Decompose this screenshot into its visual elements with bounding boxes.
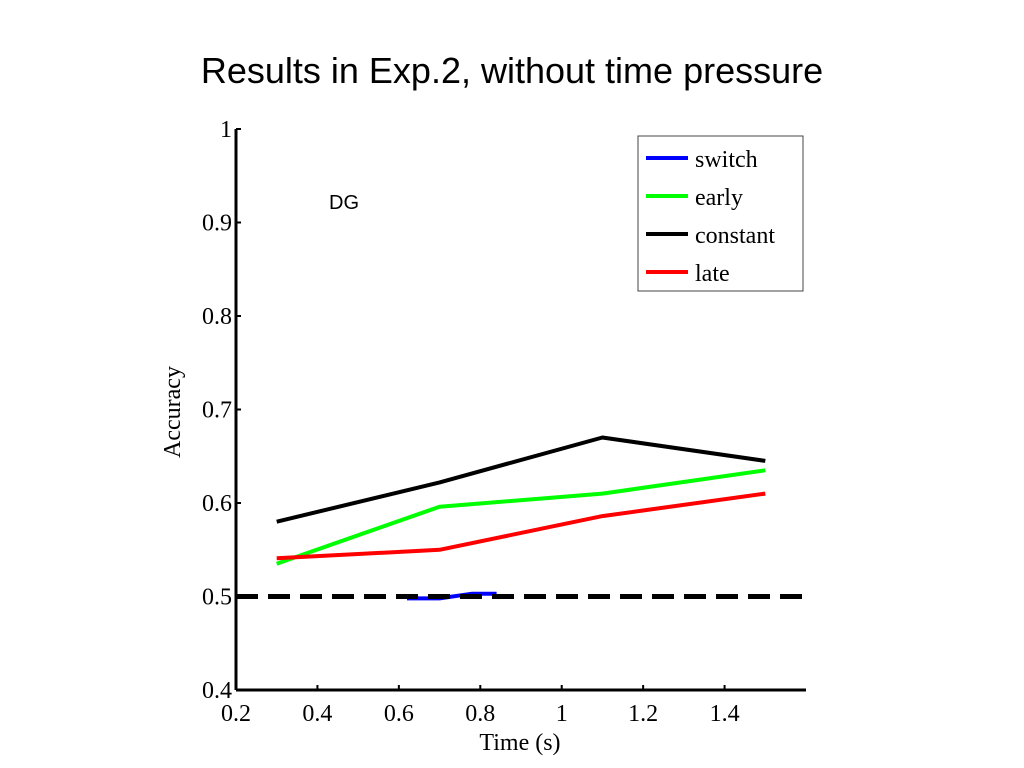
x-tick-label: 0.2 <box>221 701 251 727</box>
x-tick-label: 0.4 <box>302 701 332 727</box>
series-line-late <box>276 491 766 561</box>
x-tick-label: 1.2 <box>628 701 658 727</box>
legend: switch early constant late <box>637 135 804 292</box>
series-line-early <box>276 468 766 566</box>
y-tick-label: 0.7 <box>202 398 232 424</box>
plot-lines <box>236 435 806 601</box>
legend-label-late: late <box>695 261 730 287</box>
y-tick-label: 0.9 <box>202 211 232 237</box>
ticks: 0.2 0.4 0.6 0.8 1 1.2 1.40.40.50.60.70.80.91 <box>202 117 740 727</box>
x-tick-label: 1.4 <box>710 701 740 727</box>
y-axis-label: Accuracy <box>160 366 186 458</box>
y-tick-label: 0.4 <box>202 678 232 704</box>
x-axis-label: Time (s) <box>479 730 560 756</box>
x-tick-label: 0.6 <box>384 701 414 727</box>
annotation-label: DG <box>329 192 359 214</box>
y-tick-label: 0.5 <box>202 585 232 611</box>
legend-label-constant: constant <box>695 223 775 249</box>
x-tick-label: 1 <box>556 701 568 727</box>
series-line-switch <box>407 591 497 601</box>
y-tick-label: 0.6 <box>202 491 232 517</box>
x-tick-label: 0.8 <box>465 701 495 727</box>
legend-box <box>637 135 804 292</box>
legend-label-switch: switch <box>695 147 758 173</box>
chart-title: Results in Exp.2, without time pressure <box>200 50 824 91</box>
legend-label-early: early <box>695 185 743 211</box>
y-tick-label: 0.8 <box>202 304 232 330</box>
y-tick-label: 1 <box>220 117 232 143</box>
series-line-constant <box>276 435 766 524</box>
